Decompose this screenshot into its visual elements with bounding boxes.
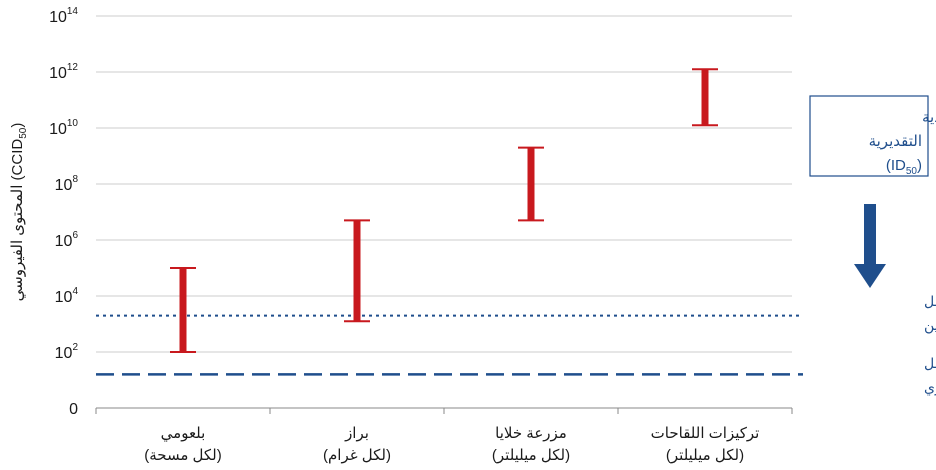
reference-label: لقاح شلل xyxy=(924,293,936,310)
category-label: بلعومي xyxy=(161,425,206,443)
annotation-line1: الجرعة المُعدية xyxy=(922,109,936,126)
grid-lines xyxy=(96,15,792,353)
y-tick-label: 104 xyxy=(55,286,79,306)
annotation-line2: التقديرية xyxy=(869,133,922,150)
y-tick-label: 108 xyxy=(55,174,79,194)
y-axis-label-group: المحتوى الفيروسي (CCID50) xyxy=(9,123,29,302)
arrow-shaft xyxy=(864,204,876,266)
y-tick-label: 1010 xyxy=(49,118,78,138)
y-tick-label: 102 xyxy=(55,342,79,362)
reference-label: لقاح شلل xyxy=(924,355,936,372)
y-tick-label: 106 xyxy=(55,230,79,250)
y-tick-label: 0 xyxy=(69,401,78,418)
down-arrow-icon xyxy=(854,264,886,288)
y-tick-label: 1014 xyxy=(49,6,78,26)
y-tick-label: 1012 xyxy=(49,62,78,82)
reference-label: الأطفال - البري xyxy=(924,378,936,396)
category-label: براز xyxy=(344,425,369,442)
category-sublabel: (لكل مسحة) xyxy=(144,447,222,464)
annotation-box xyxy=(809,95,929,177)
labels: 0 102 104 106 108 1010 1012 1014 بلعومي (لكل مسحة… xyxy=(9,6,936,464)
category-sublabel: (لكل ميليلتر) xyxy=(492,447,570,464)
reference-lines xyxy=(96,314,803,376)
category-sublabel: (لكل غرام) xyxy=(323,447,391,464)
range-bars xyxy=(170,68,718,353)
category-sublabel: (لكل ميليلتر) xyxy=(666,447,744,464)
category-label: تركيزات اللقاحات xyxy=(651,425,760,442)
annotation-line3: (ID50) xyxy=(886,157,922,177)
y-axis-label: المحتوى الفيروسي (CCID50) xyxy=(9,123,29,302)
reference-label: الأطفال - سابين xyxy=(924,316,936,334)
category-label: مزرعة خلايا xyxy=(495,425,567,442)
axes xyxy=(95,407,793,414)
